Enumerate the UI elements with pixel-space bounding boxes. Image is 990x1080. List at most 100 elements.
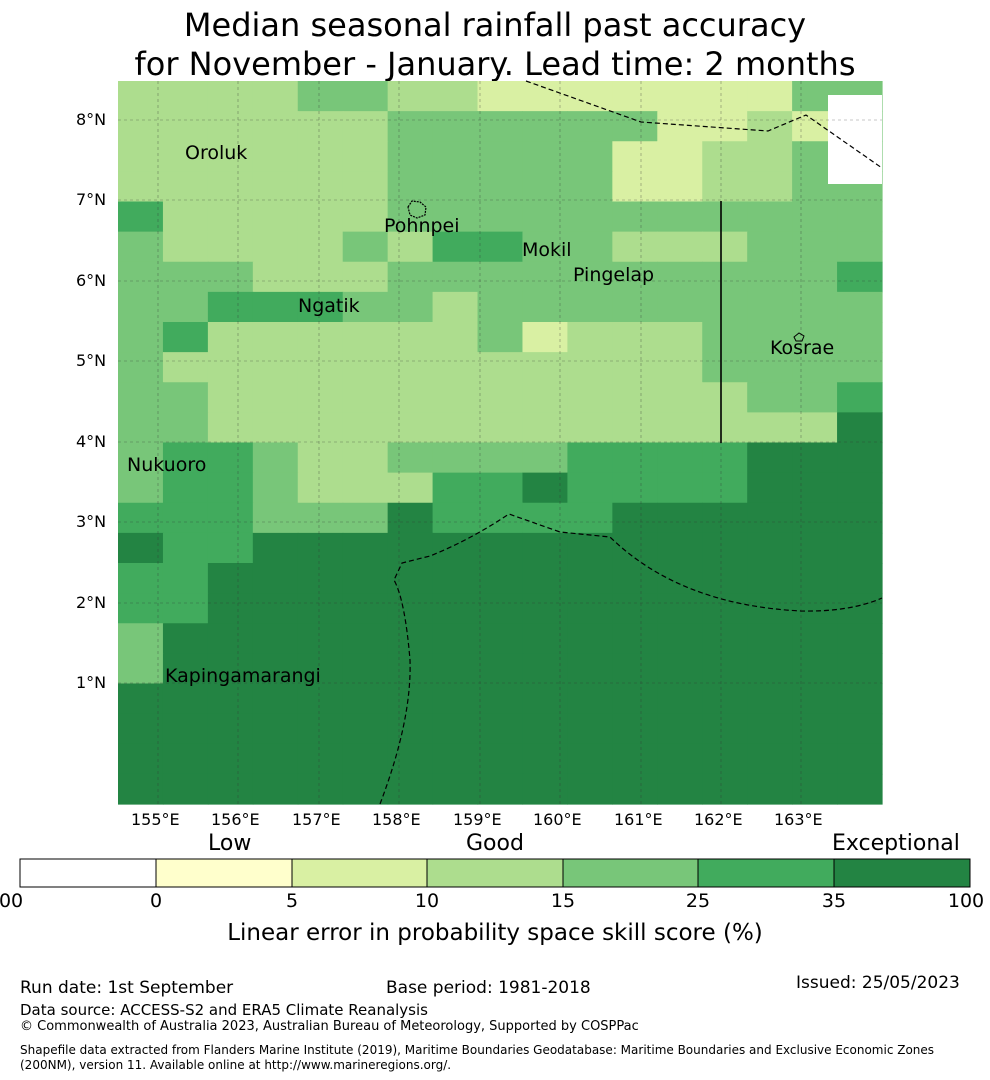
- grid-cell: [297, 141, 344, 172]
- grid-cell: [837, 532, 883, 564]
- grid-cell: [342, 563, 389, 594]
- grid-cell: [837, 713, 883, 745]
- lon-tick: 156°E: [211, 810, 260, 829]
- grid-cell: [702, 713, 748, 745]
- colorbar-tick: 5: [285, 890, 299, 912]
- grid-cell: [342, 713, 389, 745]
- grid-cell: [118, 563, 164, 594]
- grid-cell: [837, 502, 883, 534]
- grid-cell: [207, 201, 254, 233]
- grid-cell: [162, 623, 209, 654]
- grid-cell: [432, 532, 479, 564]
- grid-cell: [477, 231, 524, 263]
- run-date: Run date: 1st September: [20, 978, 234, 998]
- grid-cell: [432, 412, 479, 444]
- grid-cell: [477, 472, 524, 504]
- grid-cell: [207, 111, 254, 142]
- grid-cell: [747, 201, 793, 233]
- grid-cell: [747, 261, 793, 293]
- grid-cell: [252, 291, 299, 323]
- grid-cell: [162, 322, 209, 353]
- grid-cell: [477, 111, 524, 142]
- grid-cell: [657, 653, 703, 685]
- grid-cell: [522, 352, 569, 383]
- grid-cell: [522, 261, 569, 293]
- grid-cell: [612, 773, 658, 805]
- title-line2: for November - January. Lead time: 2 mon…: [134, 45, 856, 83]
- grid-cell: [118, 623, 164, 654]
- grid-cell: [522, 171, 569, 203]
- grid-cell: [837, 743, 883, 775]
- grid-cell: [252, 382, 299, 413]
- grid-cell: [252, 683, 299, 715]
- grid-cell: [477, 653, 524, 685]
- grid-cell: [702, 442, 748, 474]
- grid-cell: [432, 502, 479, 534]
- grid-cell: [342, 201, 389, 233]
- grid-cell: [207, 563, 254, 594]
- grid-cell: [432, 563, 479, 594]
- grid-cell: [342, 683, 389, 715]
- title-line1: Median seasonal rainfall past accuracy: [183, 6, 807, 44]
- grid-cell: [252, 502, 299, 534]
- grid-cell: [252, 322, 299, 353]
- grid-cell: [657, 623, 703, 654]
- place-label-kapingamarangi: Kapingamarangi: [165, 665, 321, 687]
- grid-cell: [162, 231, 209, 263]
- grid-cell: [342, 442, 389, 474]
- grid-cell: [522, 442, 569, 474]
- grid-cell: [567, 563, 613, 594]
- grid-cell: [297, 231, 344, 263]
- colorbar-category-low: Low: [208, 831, 252, 856]
- grid-cell: [387, 593, 434, 624]
- grid-cell: [837, 653, 883, 685]
- grid-cell: [162, 442, 209, 474]
- grid-cell: [522, 382, 569, 413]
- grid-cell: [118, 683, 164, 715]
- colorbar: [19, 858, 971, 888]
- place-label-ngatik: Ngatik: [298, 295, 360, 317]
- grid-cell: [252, 201, 299, 233]
- grid-cell: [657, 81, 703, 112]
- grid-cell: [702, 352, 748, 383]
- place-label-kosrae: Kosrae: [770, 337, 835, 359]
- grid-cell: [342, 171, 389, 203]
- grid-cell: [657, 261, 703, 293]
- grid-cell: [118, 773, 164, 805]
- grid-cell: [567, 141, 613, 172]
- grid-cell: [297, 593, 344, 624]
- grid-cell: [612, 442, 658, 474]
- grid-cell: [792, 412, 838, 444]
- grid-cell: [207, 653, 254, 685]
- grid-cell: [297, 81, 344, 112]
- grid-cell: [657, 412, 703, 444]
- grid-cell: [612, 713, 658, 745]
- grid-cell: [612, 322, 658, 353]
- grid-cell: [657, 322, 703, 353]
- colorbar-tick: -100: [0, 890, 24, 912]
- grid-cell: [522, 141, 569, 172]
- grid-cell: [477, 683, 524, 715]
- grid-cell: [387, 412, 434, 444]
- grid-cell: [702, 322, 748, 353]
- grid-cell: [252, 231, 299, 263]
- grid-cell: [657, 201, 703, 233]
- grid-cell: [702, 653, 748, 685]
- grid-cell: [207, 231, 254, 263]
- grid-cell: [567, 623, 613, 654]
- grid-cell: [432, 593, 479, 624]
- grid-cell: [612, 261, 658, 293]
- grid-cell: [162, 201, 209, 233]
- grid-cell: [477, 291, 524, 323]
- grid-cell: [837, 623, 883, 654]
- grid-cell: [387, 532, 434, 564]
- grid-cell: [792, 713, 838, 745]
- grid-cell: [477, 201, 524, 233]
- data-source: Data source: ACCESS-S2 and ERA5 Climate …: [20, 1001, 428, 1019]
- grid-cell: [747, 442, 793, 474]
- place-label-mokil: Mokil: [522, 239, 572, 261]
- grid-cell: [612, 171, 658, 203]
- grid-cell: [612, 352, 658, 383]
- lat-tick: 3°N: [76, 512, 107, 531]
- grid-cell: [657, 713, 703, 745]
